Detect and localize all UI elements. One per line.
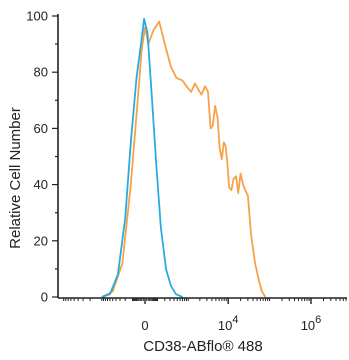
y-tick-label: 0 — [41, 290, 48, 305]
y-tick-label: 40 — [34, 177, 48, 192]
x-tick-label: 104 — [218, 314, 239, 333]
y-tick-label: 20 — [34, 233, 48, 248]
y-tick-label: 100 — [26, 9, 48, 24]
series-layer — [101, 17, 267, 298]
axes-layer: 0 20 40 60 80 100 0 104 106 — [26, 9, 347, 333]
x-tick-label: 0 — [141, 318, 148, 333]
series-line-2 — [101, 17, 183, 298]
series-line-1 — [101, 20, 267, 298]
y-tick-label: 60 — [34, 121, 48, 136]
x-tick-label: 106 — [301, 314, 322, 333]
y-tick-label: 80 — [34, 65, 48, 80]
x-axis-title: CD38-ABflo® 488 — [143, 338, 262, 355]
y-axis-title: Relative Cell Number — [7, 107, 24, 249]
